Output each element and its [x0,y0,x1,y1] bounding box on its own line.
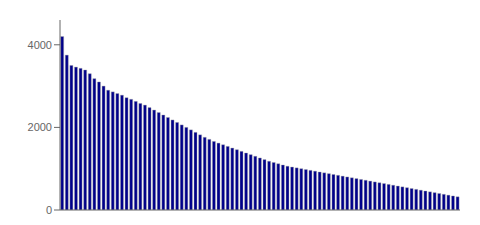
svg-text:4000: 4000 [28,39,52,51]
svg-text:2000: 2000 [28,121,52,133]
svg-text:0: 0 [46,204,52,216]
